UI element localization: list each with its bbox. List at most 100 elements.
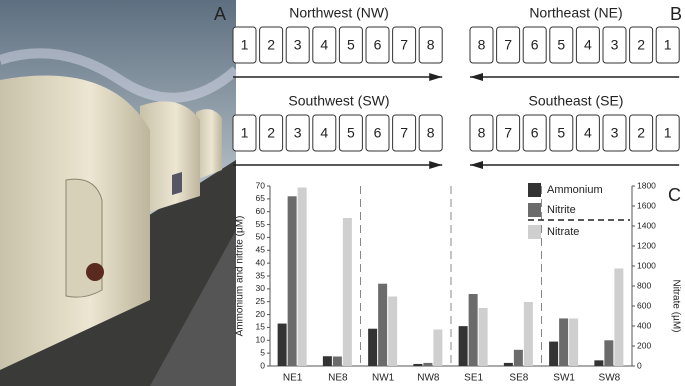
box-label: 8 (478, 125, 486, 141)
arrow-head (470, 161, 483, 169)
y-tick-label: 40 (256, 257, 266, 267)
box-label: 1 (241, 37, 249, 53)
box-label: 1 (241, 125, 249, 141)
box-label: 4 (320, 37, 328, 53)
box-label: 4 (584, 37, 592, 53)
arrow-head (429, 161, 443, 169)
y2-tick-label: 0 (637, 360, 642, 370)
bar (604, 340, 614, 366)
box (365, 114, 390, 152)
legend-label: Nitrite (547, 204, 576, 216)
box (312, 114, 337, 152)
box (469, 114, 494, 152)
box (549, 114, 574, 152)
y-tick-label: 0 (260, 360, 265, 370)
box-label: 7 (504, 37, 512, 53)
y2-tick-label: 1600 (637, 200, 656, 210)
bar (423, 362, 433, 366)
legend-swatch (528, 183, 541, 197)
arrow-head (470, 73, 483, 81)
bar (594, 360, 604, 366)
photo (0, 0, 240, 386)
box (575, 114, 600, 152)
box (655, 114, 680, 152)
panel-label: C (668, 185, 681, 205)
box (418, 26, 443, 64)
x-tick-label: SE8 (509, 373, 528, 384)
bar (388, 296, 398, 366)
y-tick-label: 55 (256, 219, 266, 229)
legend-label: Nitrate (547, 226, 579, 238)
y2-tick-label: 800 (637, 280, 651, 290)
box (259, 114, 284, 152)
box (602, 26, 627, 64)
y2-tick-label: 600 (637, 300, 651, 310)
box-label: 8 (427, 37, 435, 53)
y-tick-label: 70 (256, 180, 266, 190)
y-tick-label: 35 (256, 270, 266, 280)
bar (549, 341, 559, 366)
bar (322, 356, 332, 366)
box-label: 6 (374, 37, 382, 53)
y-tick-label: 60 (256, 206, 266, 216)
box (418, 114, 443, 152)
y2-tick-label: 1800 (637, 180, 656, 190)
y-tick-label: 50 (256, 232, 266, 242)
group-title: Northeast (NE) (529, 5, 622, 21)
bar (368, 328, 378, 366)
box (232, 114, 257, 152)
box (285, 26, 310, 64)
box (629, 114, 654, 152)
box (365, 26, 390, 64)
bar (332, 356, 342, 366)
chart: 0 5 10 15 20 25 30 35 40 45 50 55 60 65 70 0 200 400 600 80… (235, 180, 682, 383)
legend-swatch (528, 225, 541, 239)
box (392, 114, 417, 152)
box (312, 26, 337, 64)
box-label: 5 (347, 125, 355, 141)
bar (458, 326, 468, 366)
box-label: 6 (531, 37, 539, 53)
bar (413, 363, 423, 366)
box-label: 8 (427, 125, 435, 141)
bar (342, 218, 352, 366)
box (392, 26, 417, 64)
y2-tick-label: 1000 (637, 260, 656, 270)
x-tick-label: NW8 (417, 373, 440, 384)
box (496, 26, 521, 64)
bar (503, 362, 513, 366)
box-label: 3 (611, 37, 619, 53)
box-label: 7 (400, 37, 408, 53)
box-label: 2 (637, 37, 645, 53)
box (469, 26, 494, 64)
group-title: Southwest (SW) (288, 93, 389, 109)
bar (297, 187, 307, 366)
y-axis-title: Ammonium and nitrite (µM) (235, 216, 246, 337)
box (522, 114, 547, 152)
box (549, 26, 574, 64)
legend-swatch (528, 203, 541, 217)
box (655, 26, 680, 64)
box (338, 114, 363, 152)
box-label: 2 (267, 125, 275, 141)
y-tick-label: 15 (256, 322, 266, 332)
bar (478, 308, 488, 366)
box (522, 26, 547, 64)
bar (513, 349, 523, 366)
box-label: 3 (294, 37, 302, 53)
diagram: Northwest (NW) 1 2 3 4 5 6 7 8 Northeast (NE) 8 7 6 5… (232, 5, 680, 169)
y-tick-label: 5 (260, 347, 265, 357)
box-label: 8 (478, 37, 486, 53)
box-label: 3 (294, 125, 302, 141)
box (602, 114, 627, 152)
bar (559, 318, 569, 366)
y-tick-label: 65 (256, 193, 266, 203)
box-label: 6 (531, 125, 539, 141)
y-tick-label: 45 (256, 245, 266, 255)
y-tick-label: 30 (256, 283, 266, 293)
arrow-head (429, 73, 443, 81)
box (285, 114, 310, 152)
x-tick-label: SW8 (599, 373, 621, 384)
box-label: 5 (557, 125, 565, 141)
y-tick-label: 25 (256, 296, 266, 306)
